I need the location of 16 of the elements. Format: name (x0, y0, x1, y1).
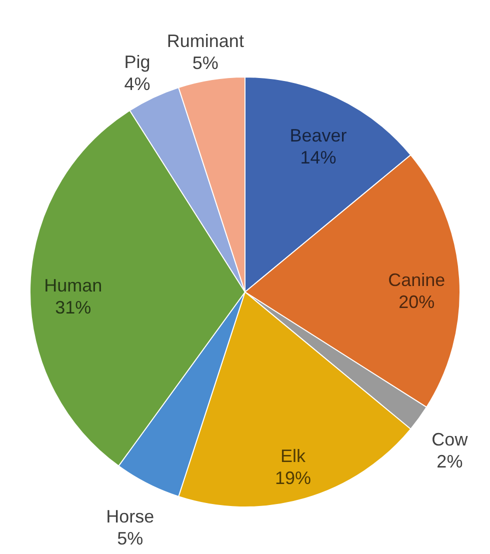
data-label: 5% (192, 53, 218, 74)
data-label: 20% (398, 292, 435, 312)
slice-label: Cow (432, 430, 469, 450)
data-label: 19% (274, 468, 311, 488)
slice-label: Horse (106, 506, 154, 526)
slice-label: Beaver (290, 125, 347, 146)
data-label: 5% (117, 528, 144, 548)
data-label: 14% (300, 147, 336, 168)
slice-label: Human (44, 276, 102, 296)
data-label: 4% (124, 74, 150, 94)
data-label: 31% (55, 298, 92, 318)
slice-label: Ruminant (166, 31, 244, 52)
slice-label: Canine (388, 270, 446, 290)
slice-label: Elk (280, 446, 306, 466)
slice-label: Pig (124, 52, 150, 72)
data-label: 2% (436, 452, 463, 472)
